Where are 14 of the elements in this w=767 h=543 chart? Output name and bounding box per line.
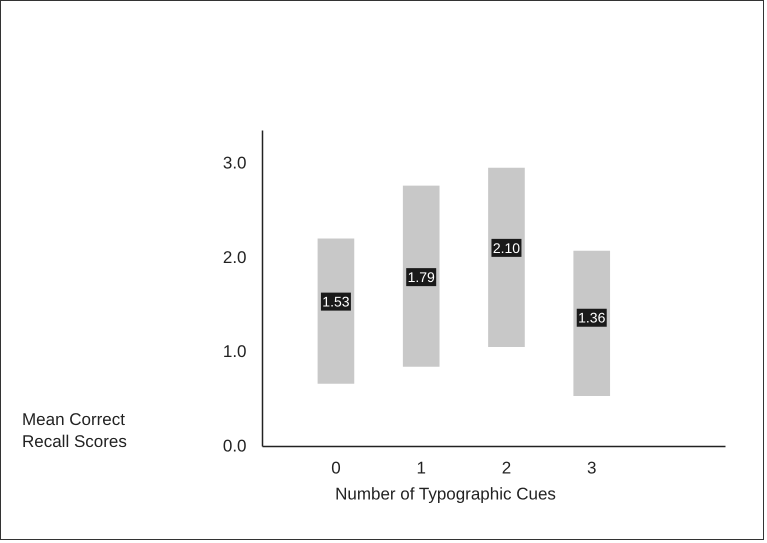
x-tick-label: 3 bbox=[586, 458, 596, 478]
x-tick-label: 0 bbox=[331, 458, 341, 478]
bar bbox=[318, 238, 354, 384]
y-tick-label: 0.0 bbox=[222, 436, 246, 456]
bar bbox=[402, 186, 440, 367]
x-axis-title: Number of Typographic Cues bbox=[335, 484, 556, 504]
text: Mean Correct Recall Scores bbox=[22, 409, 128, 453]
y-tick-label: 3.0 bbox=[222, 154, 246, 173]
bar bbox=[488, 168, 525, 347]
bar bbox=[573, 250, 610, 396]
y-tick-label: 1.0 bbox=[222, 342, 246, 362]
x-tick-label: 2 bbox=[502, 458, 512, 478]
y-tick-label: 2.0 bbox=[222, 248, 246, 267]
x-tick-label: 1 bbox=[416, 458, 426, 478]
